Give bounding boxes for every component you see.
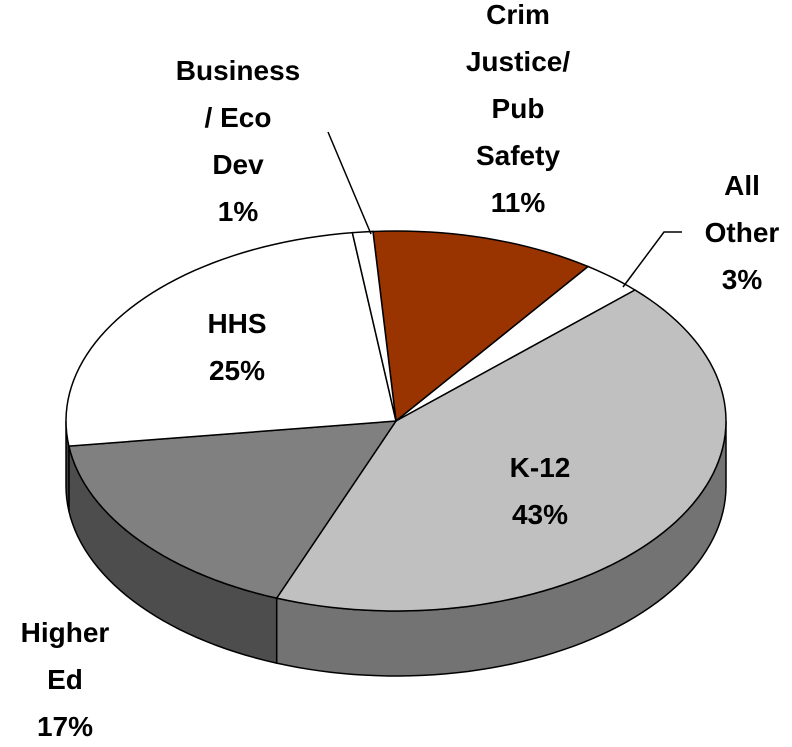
category-label: K-12 (509, 452, 571, 483)
value-label: 25% (208, 355, 266, 386)
slice-label: K-12 43% (510, 444, 571, 538)
value-label: 11% (490, 187, 546, 218)
slice-label: Crim Justice/ Pub Safety 11% (466, 0, 570, 226)
slice (65, 231, 397, 447)
value-label: 3% (721, 264, 763, 295)
leader-line (327, 131, 372, 235)
category-label: Crim Justice/ Pub Safety (465, 0, 571, 171)
slice-label: All Other 3% (705, 162, 780, 303)
slice (275, 289, 727, 612)
value-label: 17% (36, 711, 94, 742)
value-label: 1% (217, 196, 259, 227)
leader-line (622, 231, 682, 288)
slice-label: Business / Eco Dev 1% (176, 47, 301, 235)
slice-label: Higher Ed 17% (21, 609, 110, 747)
category-label: HHS (207, 308, 267, 339)
pie-tops (65, 230, 727, 612)
value-label: 43% (511, 499, 569, 530)
category-label: All Other (704, 170, 780, 248)
slice (372, 230, 590, 423)
category-label: Business / Eco Dev (175, 55, 301, 180)
slice (67, 420, 398, 599)
slice (395, 265, 637, 422)
slice (351, 230, 397, 422)
category-label: Higher Ed (20, 617, 110, 695)
slice-label: HHS 25% (207, 300, 266, 394)
